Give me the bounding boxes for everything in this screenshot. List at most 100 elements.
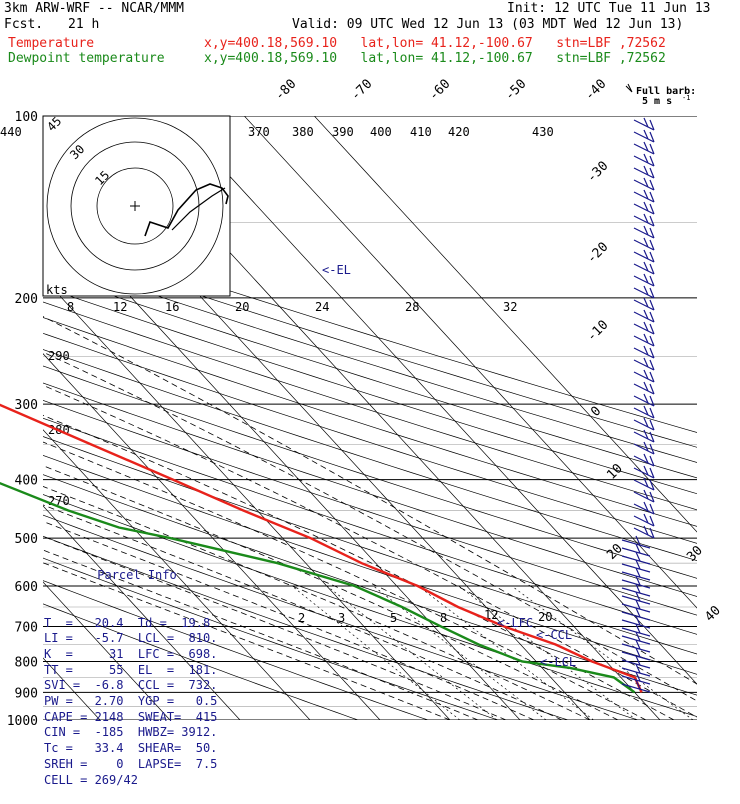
temperature-legend: Temperature	[8, 36, 95, 51]
theta-label: 380	[292, 125, 314, 139]
theta-label: 410	[410, 125, 432, 139]
barb-legend-exponent: -1	[682, 94, 690, 102]
barb-legend-icon	[625, 83, 633, 93]
dry-adiabat	[43, 382, 697, 597]
wind-barb	[633, 393, 655, 407]
hodograph-axis-tick: 24	[315, 300, 329, 314]
isotherm-label: 40	[702, 603, 724, 625]
dry-adiabat	[43, 243, 697, 448]
isotherm-label: -40	[582, 77, 609, 104]
dewpoint-location: x,y=400.18,569.10 lat,lon= 41.12,-100.67…	[204, 51, 666, 66]
dewpoint-legend: Dewpoint temperature	[8, 51, 165, 66]
mixing-ratio-line	[458, 585, 637, 720]
wind-barb	[633, 501, 655, 515]
wind-barb	[633, 249, 655, 263]
hodograph-axis-tick: 28	[405, 300, 419, 314]
theta-label: 420	[448, 125, 470, 139]
dry-adiabat	[43, 400, 697, 616]
wind-barb	[633, 453, 655, 467]
pressure-label: 500	[15, 532, 38, 547]
hodograph-trace	[144, 183, 229, 237]
isotherm-label: -80	[272, 77, 299, 104]
wind-barb	[633, 369, 655, 383]
init-time: Init: 12 UTC Tue 11 Jun 13	[507, 1, 711, 16]
wind-barb	[633, 165, 655, 179]
isotherm	[43, 201, 521, 720]
isotherm-label: -10	[584, 318, 611, 345]
theta-label: 390	[332, 125, 354, 139]
barb-legend: 5 m s	[642, 96, 672, 107]
model-title: 3km ARW-WRF -- NCAR/MMM	[4, 1, 185, 16]
mixing-ratio-label: 8	[440, 611, 447, 625]
pressure-label: 1000	[7, 714, 38, 729]
hodograph-axis-unit: kts	[46, 283, 68, 297]
parcel-info-row: TT = 55 EL = 181.	[44, 662, 218, 677]
parcel-info-row: K = 31 LFC = 698.	[44, 646, 218, 661]
dry-adiabat	[43, 436, 697, 655]
wind-barb	[633, 189, 655, 203]
hodograph-axis-tick: 20	[235, 300, 249, 314]
pressure-label: 600	[15, 580, 38, 595]
mixing-ratio-label: 5	[390, 611, 397, 625]
theta-label: 430	[532, 125, 554, 139]
dry-adiabat	[43, 603, 360, 720]
wind-barb	[633, 141, 655, 155]
dry-adiabat	[43, 229, 697, 433]
wind-barb	[633, 201, 655, 215]
parcel-info-row: T = 20.4 Td = 19.8	[44, 615, 211, 630]
mixing-ratio-line	[418, 585, 594, 720]
wind-barb	[621, 679, 651, 693]
dry-adiabat	[43, 365, 697, 579]
hodograph-axis-tick: 8	[67, 300, 74, 314]
isotherm	[43, 429, 311, 720]
parcel-info-row: LI = -5.7 LCL = 810.	[44, 631, 218, 646]
dry-adiabat	[43, 557, 500, 720]
wind-barb	[633, 297, 655, 311]
hodograph-axis-tick: 32	[503, 300, 517, 314]
level-marker: <-EL	[322, 263, 351, 277]
wind-barb	[633, 489, 655, 503]
isotherm	[313, 116, 697, 533]
wind-barb	[633, 417, 655, 431]
moist-adiabat	[43, 504, 563, 720]
parcel-info-row: Tc = 33.4 SHEAR= 50.	[44, 741, 218, 756]
wind-barb	[633, 213, 655, 227]
isotherm-label: -50	[502, 77, 529, 104]
moist-adiabat	[43, 562, 451, 720]
wind-barb	[633, 477, 655, 491]
forecast-hour: 21 h	[68, 17, 100, 32]
hodograph-trace	[171, 187, 226, 231]
wind-barb	[633, 429, 655, 443]
wind-barb	[633, 357, 655, 371]
hodograph-ring	[96, 167, 174, 245]
level-marker: <-LCL	[540, 655, 576, 669]
dry-adiabat	[43, 317, 697, 527]
wind-barb	[621, 623, 651, 637]
temperature-trace	[0, 403, 643, 693]
dry-adiabat	[43, 286, 697, 495]
wind-barb	[633, 345, 655, 359]
parcel-info-row: CELL = 269/42	[44, 772, 138, 787]
dry-adiabat	[43, 257, 697, 463]
dry-adiabat	[43, 332, 697, 544]
hodograph-ring	[46, 117, 224, 295]
parcel-info-row: SVI = -6.8 CCL = 732.	[44, 678, 218, 693]
parcel-info-panel: Parcel Info T = 20.4 Td = 19.8 LI = -5.7 …	[44, 537, 230, 786]
mixing-ratio-line	[373, 585, 547, 720]
isotherm-label: -60	[426, 77, 453, 104]
mixing-ratio-label: 2	[298, 611, 305, 625]
isotherm-label: -70	[348, 77, 375, 104]
dry-adiabat	[43, 301, 697, 511]
hodograph-axis-tick: 12	[113, 300, 127, 314]
wind-barb	[633, 441, 655, 455]
mixing-ratio-line	[326, 585, 498, 720]
wind-barb	[633, 153, 655, 167]
moist-adiabat	[43, 520, 535, 720]
dry-adiabat	[43, 454, 697, 675]
dry-adiabat	[43, 417, 697, 635]
forecast-label: Fcst.	[4, 17, 44, 32]
pressure-label: 700	[15, 620, 38, 635]
mixing-ratio-label: 20	[538, 610, 552, 624]
dry-adiabat	[43, 349, 697, 562]
